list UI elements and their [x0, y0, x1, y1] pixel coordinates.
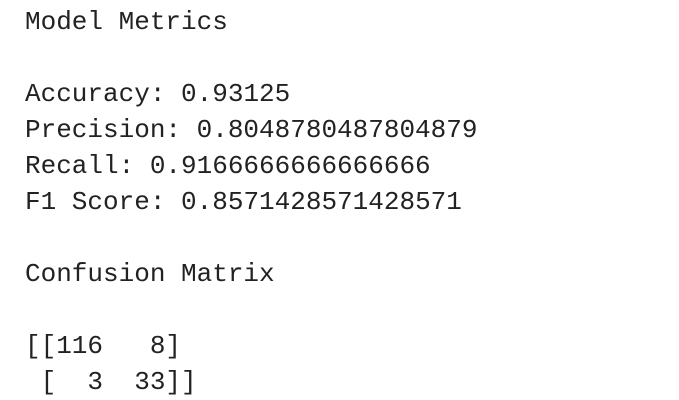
metric-value: 0.8571428571428571: [181, 187, 462, 217]
metric-value: 0.9166666666666666: [149, 151, 431, 181]
metrics: Accuracy: 0.93125 Precision: 0.804878048780…: [25, 76, 679, 220]
metric-value: 0.93125: [181, 79, 291, 109]
metric-label: Recall:: [25, 151, 135, 181]
matrix-line: [[116 8]: [25, 331, 182, 361]
metric-line: F1 Score: 0.8571428571428571: [25, 184, 679, 220]
metric-label: Precision:: [25, 115, 182, 145]
metric-line: Accuracy: 0.93125: [25, 76, 679, 112]
metric-label: Accuracy:: [25, 79, 166, 109]
metric-value: 0.8048780487804879: [196, 115, 478, 145]
metric-line: Precision: 0.8048780487804879: [25, 112, 679, 148]
matrix-line: [ 3 33]]: [25, 367, 197, 397]
confusion-matrix: [[116 8] [ 3 33]]: [25, 328, 679, 400]
confusion-heading: Confusion Matrix: [25, 259, 275, 289]
metric-label: F1 Score:: [25, 187, 166, 217]
heading: Model Metrics: [25, 7, 228, 37]
metric-line: Recall: 0.9166666666666666: [25, 148, 679, 184]
